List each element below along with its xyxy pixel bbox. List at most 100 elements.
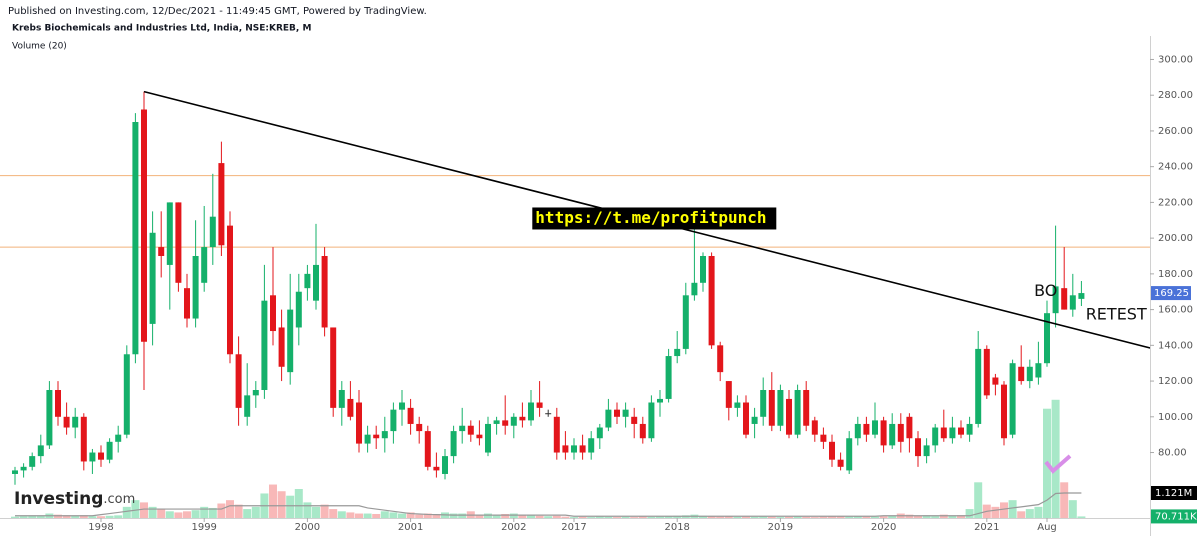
candle-body [166,202,173,265]
y-tick-label: 180.00 [1158,269,1193,280]
last-price-box [1151,286,1191,301]
candle-body [734,402,741,408]
volume-bar [174,512,183,518]
volume-bar [11,516,19,518]
candle-body [854,423,861,439]
volume-bar [535,515,544,518]
candle-body [983,348,990,396]
y-tick-label: 80.00 [1158,448,1187,459]
candle-body [1052,286,1059,314]
link-box [532,207,777,230]
candle-body [89,452,96,462]
candle-body [347,398,354,417]
candle-body [1001,384,1007,439]
volume-bar [19,516,28,518]
volume-bar [578,516,587,518]
candle-body [46,390,53,446]
candle-body [209,216,216,248]
volume-bar [699,515,707,518]
candle-body [416,423,423,432]
y-tick-label: 280.00 [1158,90,1193,101]
candle-body [459,425,466,432]
candle-body [1018,366,1025,382]
candle-body [897,423,904,442]
volume-bar [733,516,742,518]
volume-bar [415,514,424,518]
overlay: https://t.me/profitpunch BO RETEST [532,207,1147,474]
volume-bar [380,511,389,518]
candle-body [545,413,552,415]
candle-body [424,431,431,467]
volume-bar [1000,502,1008,518]
candle-body [863,423,870,435]
volume-bar [329,509,338,518]
volume-marker-label: 70.711K [1155,511,1197,522]
volume-bar [527,515,535,518]
volume-marker-box [1151,509,1197,524]
volume-bar [346,512,355,518]
volume-bar [148,506,157,518]
volume-bar [647,516,656,518]
candle-body [278,327,285,367]
volume-bar [1025,509,1034,518]
volume-bar [570,517,578,518]
candle-body [227,225,233,355]
volume-bar [742,516,750,518]
volume-bar [191,510,200,518]
candle-body [958,427,964,435]
candle-body [407,407,414,424]
volume-bar [122,506,131,518]
volume-bar [862,516,871,518]
volume-bar [105,515,114,518]
volume-bar [767,516,776,518]
candle-body [519,416,526,421]
volume-bar [423,513,432,518]
volume-bar [965,509,974,518]
volume-bar [785,516,793,518]
volume-bar [372,513,381,518]
candle-body [55,390,61,417]
volume-bar [1060,482,1069,518]
candle-body [932,427,939,446]
y-tick-label: 160.00 [1158,305,1193,316]
volume-bar [97,516,105,518]
volume-bar [587,517,596,518]
volume-bar [501,513,510,518]
candle-body [132,122,139,355]
candle-body [218,163,225,246]
volume-bar [630,517,639,518]
candle-body [270,295,276,332]
volume-bar [208,507,217,518]
candle-body [622,409,629,417]
candle-body [442,456,448,474]
plot-area [0,90,1150,518]
volume-bar [251,506,260,518]
volume-bar [810,517,819,518]
volume-bar [294,489,303,518]
link-annotation: https://t.me/profitpunch [535,208,766,227]
volume-bar [673,515,682,518]
volume-marker-label: 1.121M [1155,488,1192,499]
volume-bar [974,482,983,518]
symbol-title: Krebs Biochemicals and Industries Ltd, I… [12,24,311,34]
volume-bar [613,517,621,518]
candle-body [287,309,294,373]
candle-body [829,441,835,460]
volume-bar [664,516,673,518]
candle-body [725,381,732,408]
candle-body [1069,295,1076,310]
volume-bar [552,515,561,518]
volume-bar [286,495,295,518]
candle-body [235,354,242,408]
volume-bar [458,513,467,518]
candle-body [493,420,500,424]
candle-body [80,416,87,462]
x-tick-label: 2017 [561,522,586,533]
volume-bar [165,511,174,518]
candle-body [106,441,113,460]
y-tick-label: 220.00 [1158,197,1193,208]
logo: Investing.com [14,489,135,509]
volume-bar [114,515,123,518]
volume-bar [595,516,604,518]
